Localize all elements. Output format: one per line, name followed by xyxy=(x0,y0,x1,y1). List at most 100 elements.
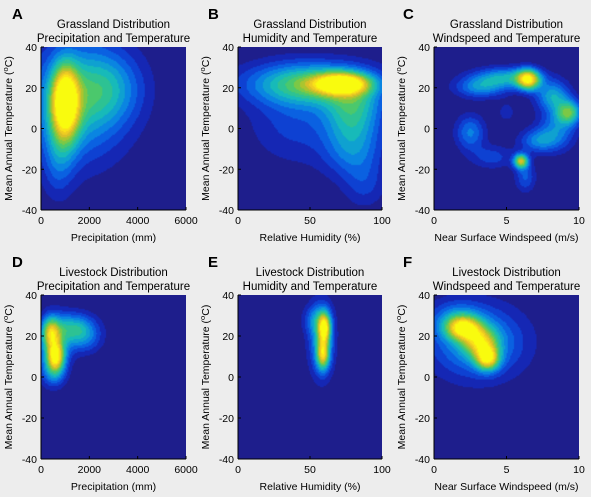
y-axis-label: Mean Annual Temperature (oC) xyxy=(394,305,408,450)
y-tick-label: 0 xyxy=(228,124,234,136)
x-axis-label: Precipitation (mm) xyxy=(71,232,156,244)
y-tick-label: -20 xyxy=(415,413,430,425)
y-axis-label-unit: o xyxy=(394,67,403,71)
x-tick-label: 2000 xyxy=(78,215,102,227)
panel-d: D Livestock Distribution Precipitation and… xyxy=(1,254,198,493)
y-axis-label-text: Mean Annual Temperature ( xyxy=(200,319,212,449)
y-axis-label-unit: o xyxy=(198,67,207,71)
y-tick-label: 0 xyxy=(228,372,234,384)
y-axis-label: Mean Annual Temperature (oC) xyxy=(1,305,15,450)
y-axis-label-text: Mean Annual Temperature ( xyxy=(3,71,15,201)
y-axis-label-tail: C) xyxy=(3,56,15,67)
y-tick-label: 40 xyxy=(418,42,430,54)
y-axis-label-tail: C) xyxy=(200,305,212,316)
y-tick-label: 0 xyxy=(424,124,430,136)
panel-title-line2: Windspeed and Temperature xyxy=(433,33,580,45)
x-axis-label: Near Surface Windspeed (m/s) xyxy=(434,232,578,244)
density-heatmap xyxy=(434,295,579,459)
density-heatmap xyxy=(238,47,382,210)
x-tick-label: 50 xyxy=(304,215,316,227)
y-tick-label: 40 xyxy=(25,290,37,302)
panel-letter: B xyxy=(208,6,219,23)
x-tick-label: 0 xyxy=(431,215,437,227)
y-axis-label-text: Mean Annual Temperature ( xyxy=(3,319,15,449)
panel-title-line1: Grassland Distribution xyxy=(253,19,366,31)
y-tick-label: 20 xyxy=(25,83,37,95)
x-tick-label: 0 xyxy=(235,215,241,227)
x-tick-label: 5 xyxy=(504,464,510,476)
y-axis-label-tail: C) xyxy=(3,305,15,316)
y-axis-label: Mean Annual Temperature (oC) xyxy=(1,56,15,201)
x-tick-label: 4000 xyxy=(126,464,150,476)
density-heatmap xyxy=(434,47,579,210)
y-tick-label: 20 xyxy=(222,83,234,95)
y-axis-label: Mean Annual Temperature (oC) xyxy=(198,305,212,450)
x-tick-label: 6000 xyxy=(174,464,198,476)
panel-title-line1: Grassland Distribution xyxy=(450,19,563,31)
x-axis-label: Relative Humidity (%) xyxy=(260,481,361,493)
density-heatmap xyxy=(41,47,186,210)
y-tick-label: -20 xyxy=(22,413,37,425)
x-tick-label: 10 xyxy=(573,215,585,227)
y-axis-label-tail: C) xyxy=(396,56,408,67)
y-tick-label: 40 xyxy=(25,42,37,54)
x-tick-label: 50 xyxy=(304,464,316,476)
y-tick-label: 0 xyxy=(31,372,37,384)
panel-title-line2: Humidity and Temperature xyxy=(243,281,378,293)
panel-letter: E xyxy=(208,254,218,271)
panel-b: B Grassland Distribution Humidity and Temp… xyxy=(198,6,391,244)
panel-title-line2: Humidity and Temperature xyxy=(243,33,378,45)
y-axis-label: Mean Annual Temperature (oC) xyxy=(198,56,212,201)
y-tick-label: -40 xyxy=(22,205,37,217)
x-tick-label: 0 xyxy=(431,464,437,476)
y-axis-label-text: Mean Annual Temperature ( xyxy=(396,319,408,449)
y-axis-label-unit: o xyxy=(1,67,10,71)
y-tick-label: 20 xyxy=(418,331,430,343)
y-axis-label-unit: o xyxy=(394,316,403,320)
x-tick-label: 5 xyxy=(504,215,510,227)
y-axis-label-tail: C) xyxy=(396,305,408,316)
y-axis-label-text: Mean Annual Temperature ( xyxy=(396,71,408,201)
panel-title-line1: Grassland Distribution xyxy=(57,19,170,31)
x-axis-label: Relative Humidity (%) xyxy=(260,232,361,244)
y-axis-label-tail: C) xyxy=(200,56,212,67)
panel-c: C Grassland Distribution Windspeed and Tem… xyxy=(394,6,585,244)
y-tick-label: -20 xyxy=(415,164,430,176)
y-tick-label: -40 xyxy=(219,205,234,217)
x-axis-label: Near Surface Windspeed (m/s) xyxy=(434,481,578,493)
y-tick-label: 40 xyxy=(222,42,234,54)
density-heatmap xyxy=(238,295,382,459)
panel-title-line2: Precipitation and Temperature xyxy=(37,33,190,45)
x-tick-label: 4000 xyxy=(126,215,150,227)
y-tick-label: 40 xyxy=(222,290,234,302)
y-tick-label: 40 xyxy=(418,290,430,302)
y-axis-label-unit: o xyxy=(1,316,10,320)
x-tick-label: 2000 xyxy=(78,464,102,476)
panel-letter: D xyxy=(12,254,23,271)
y-tick-label: -40 xyxy=(219,454,234,466)
y-tick-label: -40 xyxy=(22,454,37,466)
y-tick-label: -40 xyxy=(415,205,430,217)
x-tick-label: 0 xyxy=(38,464,44,476)
x-tick-label: 100 xyxy=(373,215,391,227)
y-axis-label-text: Mean Annual Temperature ( xyxy=(200,71,212,201)
x-axis-label: Precipitation (mm) xyxy=(71,481,156,493)
panel-title-line1: Livestock Distribution xyxy=(59,267,168,279)
panel-letter: A xyxy=(12,6,23,23)
panel-title-line2: Windspeed and Temperature xyxy=(433,281,580,293)
y-axis-label: Mean Annual Temperature (oC) xyxy=(394,56,408,201)
panel-letter: C xyxy=(403,6,414,23)
x-tick-label: 0 xyxy=(38,215,44,227)
panel-title-line1: Livestock Distribution xyxy=(452,267,561,279)
panel-letter: F xyxy=(403,254,412,271)
y-tick-label: -20 xyxy=(219,164,234,176)
panel-f: F Livestock Distribution Windspeed and Tem… xyxy=(394,254,585,493)
panel-title-line2: Precipitation and Temperature xyxy=(37,281,190,293)
y-tick-label: 0 xyxy=(31,124,37,136)
y-tick-label: -20 xyxy=(219,413,234,425)
panel-title-line1: Livestock Distribution xyxy=(256,267,365,279)
y-tick-label: 20 xyxy=(222,331,234,343)
panel-e: E Livestock Distribution Humidity and Temp… xyxy=(198,254,391,493)
panel-a: A Grassland Distribution Precipitation and… xyxy=(1,6,198,244)
